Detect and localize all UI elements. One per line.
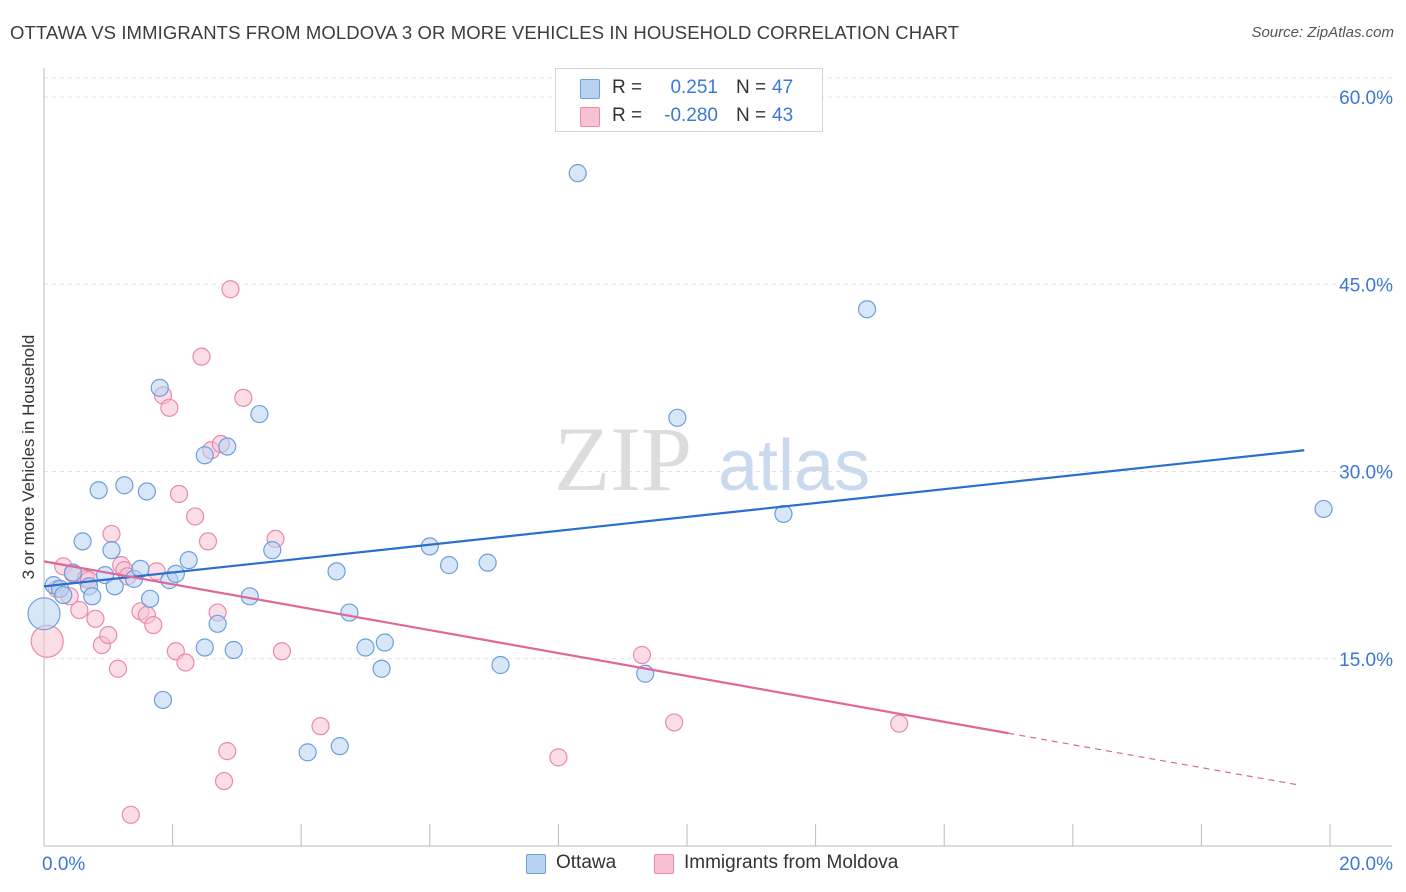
ottawa-swatch [580,79,600,99]
moldova-point [665,713,684,732]
ottawa-point [218,437,237,456]
moldova-point [102,524,121,544]
y-tick-label: 60.0% [1339,88,1393,109]
moldova-point [272,642,292,661]
ottawa-point [54,585,73,605]
ottawa-point [330,737,349,756]
series-legend: Ottawa Immigrants from Moldova [0,852,1406,878]
ottawa-point [140,589,160,608]
ottawa-point [83,587,102,606]
ottawa-point [208,614,227,633]
ottawa-point [115,476,134,495]
r-value: 0.251 [670,77,718,98]
moldova-point [311,717,330,736]
r-label: R = [612,105,643,126]
moldova-point [549,748,568,767]
ottawa-point [131,559,150,578]
moldova-point [198,532,218,551]
ottawa-point [668,408,687,427]
x-tick-label-max: 20.0% [1339,854,1393,875]
n-label: N = [736,77,767,98]
moldova-swatch [580,107,600,127]
x-tick-labels: 0.0% 20.0% [42,854,1393,875]
axes [43,68,1392,847]
moldova-point [890,714,909,733]
ottawa-point [372,659,391,678]
watermark-zip: ZIP [554,408,692,510]
moldova-legend-label: Immigrants from Moldova [684,852,899,873]
moldova-point [160,398,179,417]
moldova-point [632,645,652,665]
grid-lines [44,77,1392,660]
ottawa-point [179,551,198,570]
y-tick-labels: 15.0% 30.0% 45.0% 60.0% [1339,88,1393,671]
n-value: 47 [772,77,794,98]
ottawa-point [340,603,359,622]
ottawa-point [195,638,214,657]
y-axis-title: 3 or more Vehicles in Household [19,335,38,580]
ottawa-point [27,597,61,631]
moldova-point [192,347,211,366]
x-tick-label-min: 0.0% [42,854,85,875]
ottawa-point [298,743,317,762]
ottawa-point [263,541,282,560]
ottawa-point [89,481,108,500]
ottawa-point [195,446,214,465]
correlation-legend: R = 0.251 N = 47 R = -0.280 N = 43 [555,68,823,132]
r-label: R = [612,77,643,98]
ottawa-point [250,404,269,424]
moldova-point [214,771,234,791]
ottawa-point [568,164,587,183]
ottawa-point [102,541,121,560]
ottawa-legend-swatch [526,854,546,874]
ottawa-point [137,482,156,501]
moldova-trend-line-extension [1008,732,1298,786]
ottawa-point [857,300,877,319]
watermark-atlas: atlas [718,426,870,506]
moldova-points [30,280,909,824]
r-value: -0.280 [664,105,718,126]
moldova-point [99,625,118,645]
y-tick-label: 15.0% [1339,650,1393,671]
source-label: Source: ZipAtlas.com [1251,24,1394,41]
moldova-trend-line [43,560,1009,735]
chart-title: OTTAWA VS IMMIGRANTS FROM MOLDOVA 3 OR M… [10,22,960,43]
moldova-point [144,615,163,635]
moldova-point [121,805,140,824]
ottawa-point [73,532,92,551]
ottawa-legend-label: Ottawa [556,852,617,873]
moldova-point [186,507,205,526]
ottawa-point [150,378,169,397]
ottawa-point [153,690,173,710]
moldova-point [221,280,240,299]
ottawa-point [327,562,346,581]
moldova-point [218,742,237,761]
moldova-point [176,653,195,672]
trend-lines [43,449,1305,786]
n-value: 43 [772,105,794,126]
legend-row-ottawa: R = 0.251 N = 47 [556,73,822,103]
moldova-legend-swatch [654,854,674,874]
ottawa-point [491,655,510,675]
y-tick-label: 30.0% [1339,463,1393,484]
ottawa-point [224,640,243,660]
ottawa-point [439,556,459,575]
n-label: N = [736,105,767,126]
ottawa-point [356,638,375,657]
ottawa-point [375,633,394,652]
moldova-point [86,609,105,628]
legend-row-moldova: R = -0.280 N = 43 [556,101,822,131]
y-tick-label: 45.0% [1339,275,1393,296]
ottawa-point [478,553,497,572]
ottawa-trend-line [43,449,1305,588]
moldova-point [234,388,253,407]
moldova-point [169,484,189,504]
ottawa-point [1314,499,1333,519]
moldova-point [108,659,128,678]
moldova-point [70,600,89,620]
